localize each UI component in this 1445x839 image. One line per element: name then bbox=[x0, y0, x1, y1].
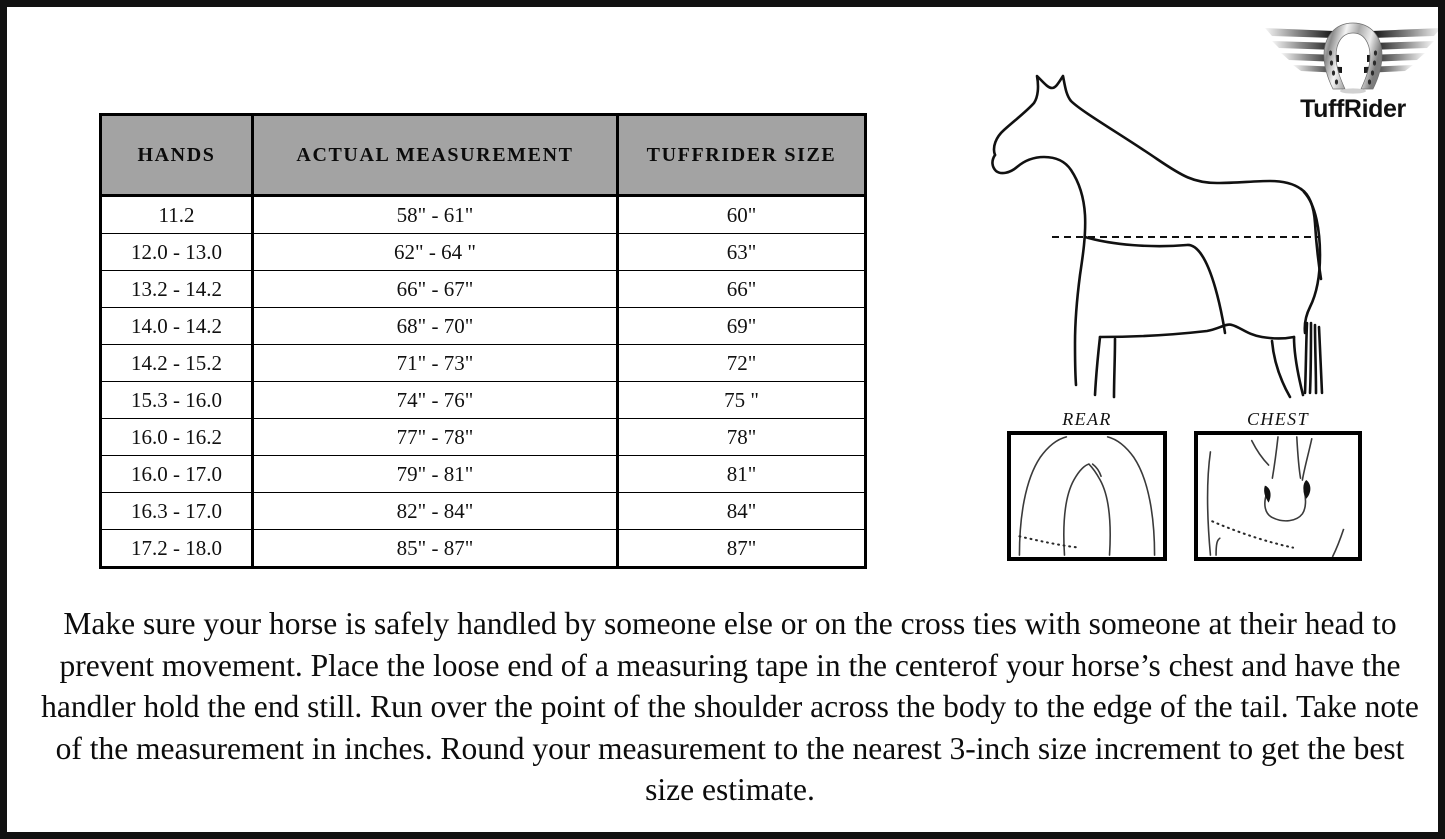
cell-tuffrider-size: 81" bbox=[616, 455, 867, 493]
cell-hands: 14.2 - 15.2 bbox=[99, 344, 254, 382]
horse-chest-view-icon bbox=[1206, 436, 1345, 557]
horse-rear-view-icon bbox=[1018, 436, 1156, 556]
table-row: 15.3 - 16.0 74" - 76" 75 " bbox=[99, 381, 867, 419]
cell-actual-measurement: 58" - 61" bbox=[251, 195, 619, 234]
horse-side-profile-icon bbox=[991, 74, 1324, 399]
cell-actual-measurement: 79" - 81" bbox=[251, 455, 619, 493]
cell-tuffrider-size: 78" bbox=[616, 418, 867, 456]
table-row: 12.0 - 13.0 62" - 64 " 63" bbox=[99, 233, 867, 271]
cell-actual-measurement: 68" - 70" bbox=[251, 307, 619, 345]
table-row: 11.2 58" - 61" 60" bbox=[99, 195, 867, 234]
cell-tuffrider-size: 75 " bbox=[616, 381, 867, 419]
chest-notch-left-icon bbox=[1264, 485, 1271, 503]
cell-actual-measurement: 77" - 78" bbox=[251, 418, 619, 456]
cell-actual-measurement: 82" - 84" bbox=[251, 492, 619, 530]
table-row: 16.0 - 16.2 77" - 78" 78" bbox=[99, 418, 867, 456]
cell-tuffrider-size: 63" bbox=[616, 233, 867, 271]
table-row: 17.2 - 18.0 85" - 87" 87" bbox=[99, 529, 867, 569]
view-diagrams: REAR bbox=[992, 407, 1387, 572]
cell-tuffrider-size: 84" bbox=[616, 492, 867, 530]
chest-notch-right-icon bbox=[1303, 480, 1311, 499]
cell-actual-measurement: 62" - 64 " bbox=[251, 233, 619, 271]
brand-name: TuffRider bbox=[1300, 95, 1406, 123]
cell-hands: 16.0 - 16.2 bbox=[99, 418, 254, 456]
cell-actual-measurement: 66" - 67" bbox=[251, 270, 619, 308]
cell-actual-measurement: 85" - 87" bbox=[251, 529, 619, 569]
cell-hands: 14.0 - 14.2 bbox=[99, 307, 254, 345]
cell-hands: 13.2 - 14.2 bbox=[99, 270, 254, 308]
table-row: 13.2 - 14.2 66" - 67" 66" bbox=[99, 270, 867, 308]
cell-hands: 11.2 bbox=[99, 195, 254, 234]
size-chart-table: HANDS ACTUAL MEASUREMENT TUFFRIDER SIZE … bbox=[99, 113, 867, 569]
cell-hands: 12.0 - 13.0 bbox=[99, 233, 254, 271]
cell-hands: 17.2 - 18.0 bbox=[99, 529, 254, 569]
rear-diagram: REAR bbox=[1007, 407, 1167, 561]
cell-tuffrider-size: 66" bbox=[616, 270, 867, 308]
cell-hands: 16.0 - 17.0 bbox=[99, 455, 254, 493]
chest-diagram-box bbox=[1194, 431, 1362, 561]
cell-tuffrider-size: 60" bbox=[616, 195, 867, 234]
cell-actual-measurement: 71" - 73" bbox=[251, 344, 619, 382]
column-header-tuffrider-size: TUFFRIDER SIZE bbox=[616, 113, 867, 197]
chest-dotted-line-icon bbox=[1211, 520, 1295, 549]
table-row: 16.0 - 17.0 79" - 81" 81" bbox=[99, 455, 867, 493]
measuring-instructions: Make sure your horse is safely handled b… bbox=[41, 606, 1419, 807]
cell-tuffrider-size: 87" bbox=[616, 529, 867, 569]
column-header-hands: HANDS bbox=[99, 113, 254, 197]
rear-diagram-box bbox=[1007, 431, 1167, 561]
chest-diagram-label: CHEST bbox=[1246, 409, 1309, 429]
table-row: 16.3 - 17.0 82" - 84" 84" bbox=[99, 492, 867, 530]
winged-horseshoe-icon bbox=[1265, 22, 1438, 94]
cell-tuffrider-size: 69" bbox=[616, 307, 867, 345]
table-row: 14.2 - 15.2 71" - 73" 72" bbox=[99, 344, 867, 382]
cell-tuffrider-size: 72" bbox=[616, 344, 867, 382]
chest-diagram: CHEST bbox=[1194, 407, 1362, 561]
table-row: 14.0 - 14.2 68" - 70" 69" bbox=[99, 307, 867, 345]
cell-hands: 16.3 - 17.0 bbox=[99, 492, 254, 530]
rear-diagram-label: REAR bbox=[1062, 409, 1112, 429]
cell-hands: 15.3 - 16.0 bbox=[99, 381, 254, 419]
horseshoe-icon bbox=[1323, 22, 1383, 94]
column-header-actual-measurement: ACTUAL MEASUREMENT bbox=[251, 113, 619, 197]
cell-actual-measurement: 74" - 76" bbox=[251, 381, 619, 419]
table-header-row: HANDS ACTUAL MEASUREMENT TUFFRIDER SIZE bbox=[99, 113, 867, 197]
rear-dotted-line-icon bbox=[1018, 535, 1081, 549]
size-chart-table-container: HANDS ACTUAL MEASUREMENT TUFFRIDER SIZE … bbox=[99, 113, 867, 569]
tuffrider-logo: TuffRider bbox=[1260, 19, 1438, 131]
